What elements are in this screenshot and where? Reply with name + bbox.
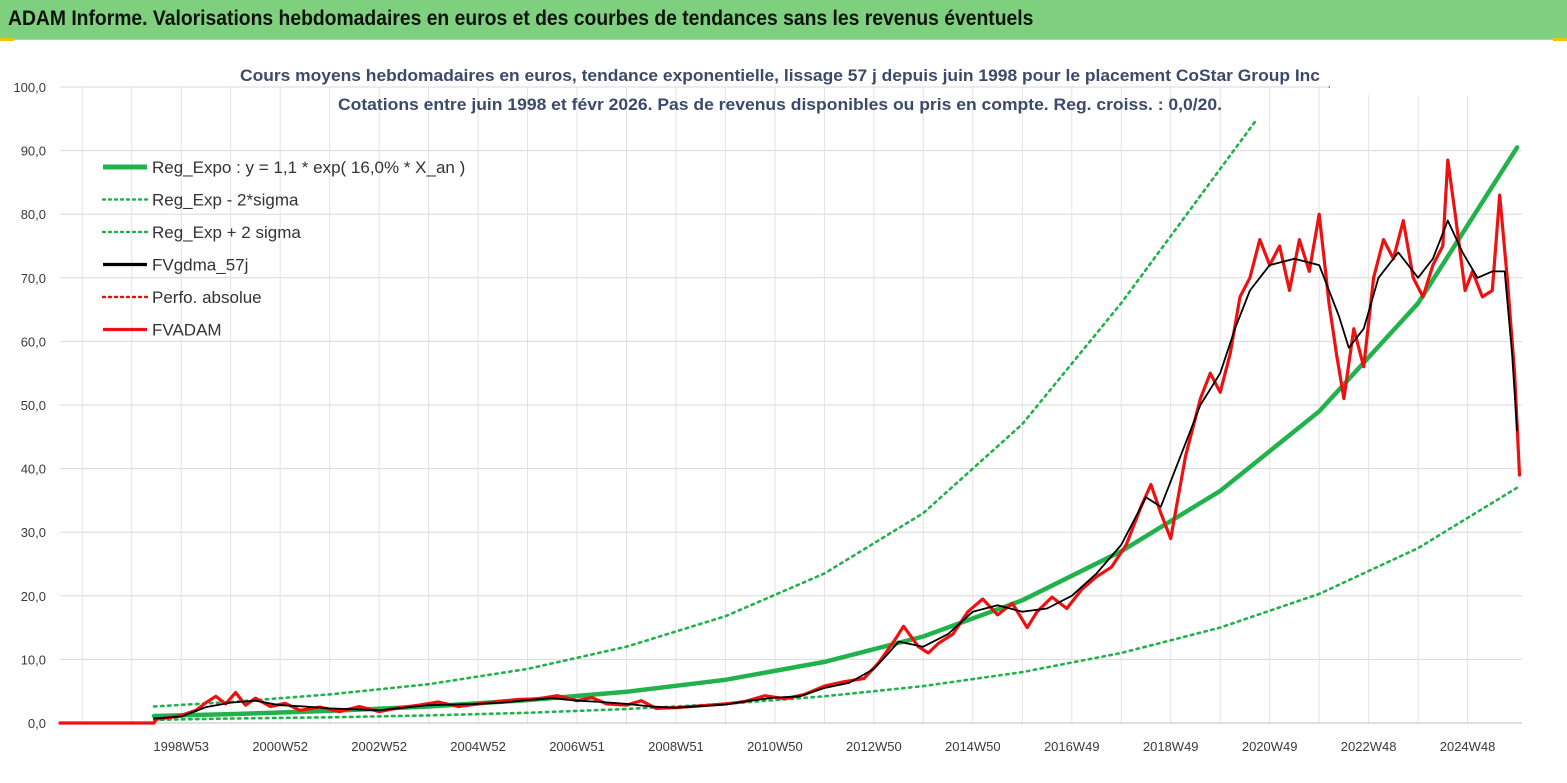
x-tick-label: 2022W48 [1341, 739, 1397, 754]
legend-label-2: Reg_Exp + 2 sigma [152, 223, 301, 242]
y-tick-label: 10,0 [21, 652, 46, 667]
x-tick-label: 2016W49 [1044, 739, 1100, 754]
x-tick-label: 2024W48 [1440, 739, 1496, 754]
y-tick-label: 50,0 [21, 398, 46, 413]
x-tick-label: 2006W51 [549, 739, 605, 754]
x-tick-label: 2020W49 [1242, 739, 1298, 754]
x-tick-label: 2014W50 [945, 739, 1001, 754]
legend-label-5: FVADAM [152, 321, 222, 340]
chart-area [0, 41, 1567, 783]
chart-title: Cours moyens hebdomadaires en euros, ten… [240, 66, 1320, 85]
y-tick-label: 90,0 [21, 144, 46, 159]
legend-label-4: Perfo. absolue [152, 288, 262, 307]
y-tick-label: 70,0 [21, 271, 46, 286]
banner-accent-left [0, 38, 14, 42]
title-banner: ADAM Informe. Valorisations hebdomadaire… [0, 0, 1567, 40]
x-tick-label: 2010W50 [747, 739, 803, 754]
y-tick-label: 80,0 [21, 207, 46, 222]
report-title: ADAM Informe. Valorisations hebdomadaire… [8, 7, 1034, 30]
y-tick-label: 30,0 [21, 525, 46, 540]
x-tick-label: 2004W52 [450, 739, 506, 754]
y-tick-label: 60,0 [21, 334, 46, 349]
legend-label-1: Reg_Exp - 2*sigma [152, 191, 299, 210]
series-line-3 [153, 219, 1518, 720]
x-tick-label: 2002W52 [351, 739, 407, 754]
x-tick-label: 1998W53 [153, 739, 209, 754]
series-line-1 [152, 486, 1519, 722]
chart-subtitle: Cotations entre juin 1998 et févr 2026. … [338, 95, 1222, 114]
legend-label-0: Reg_Expo : y = 1,1 * exp( 16,0% * X_an ) [152, 158, 465, 177]
legend: Reg_Expo : y = 1,1 * exp( 16,0% * X_an )… [101, 158, 465, 340]
y-tick-label: 0,0 [28, 716, 46, 731]
y-tick-label: 40,0 [21, 462, 46, 477]
x-tick-label: 2008W51 [648, 739, 704, 754]
x-tick-label: 2000W52 [252, 739, 308, 754]
x-tick-label: 2018W49 [1143, 739, 1199, 754]
title-backdrop [1330, 81, 1525, 95]
y-tick-label: 20,0 [21, 589, 46, 604]
series-line-5 [58, 158, 1522, 725]
grid [60, 86, 1522, 724]
y-axis: 0,0 10,0 20,0 30,0 40,0 50,0 60,0 70,0 80,0 90,0 1… [13, 80, 46, 731]
x-tick-label: 2012W50 [846, 739, 902, 754]
y-tick-label: 100,0 [13, 80, 46, 95]
x-axis: 1998W53 2000W52 2002W52 2004W52 2006W51 2008W… [60, 722, 1522, 754]
banner-accent-right [1553, 38, 1567, 42]
legend-label-3: FVgdma_57j [152, 256, 248, 275]
